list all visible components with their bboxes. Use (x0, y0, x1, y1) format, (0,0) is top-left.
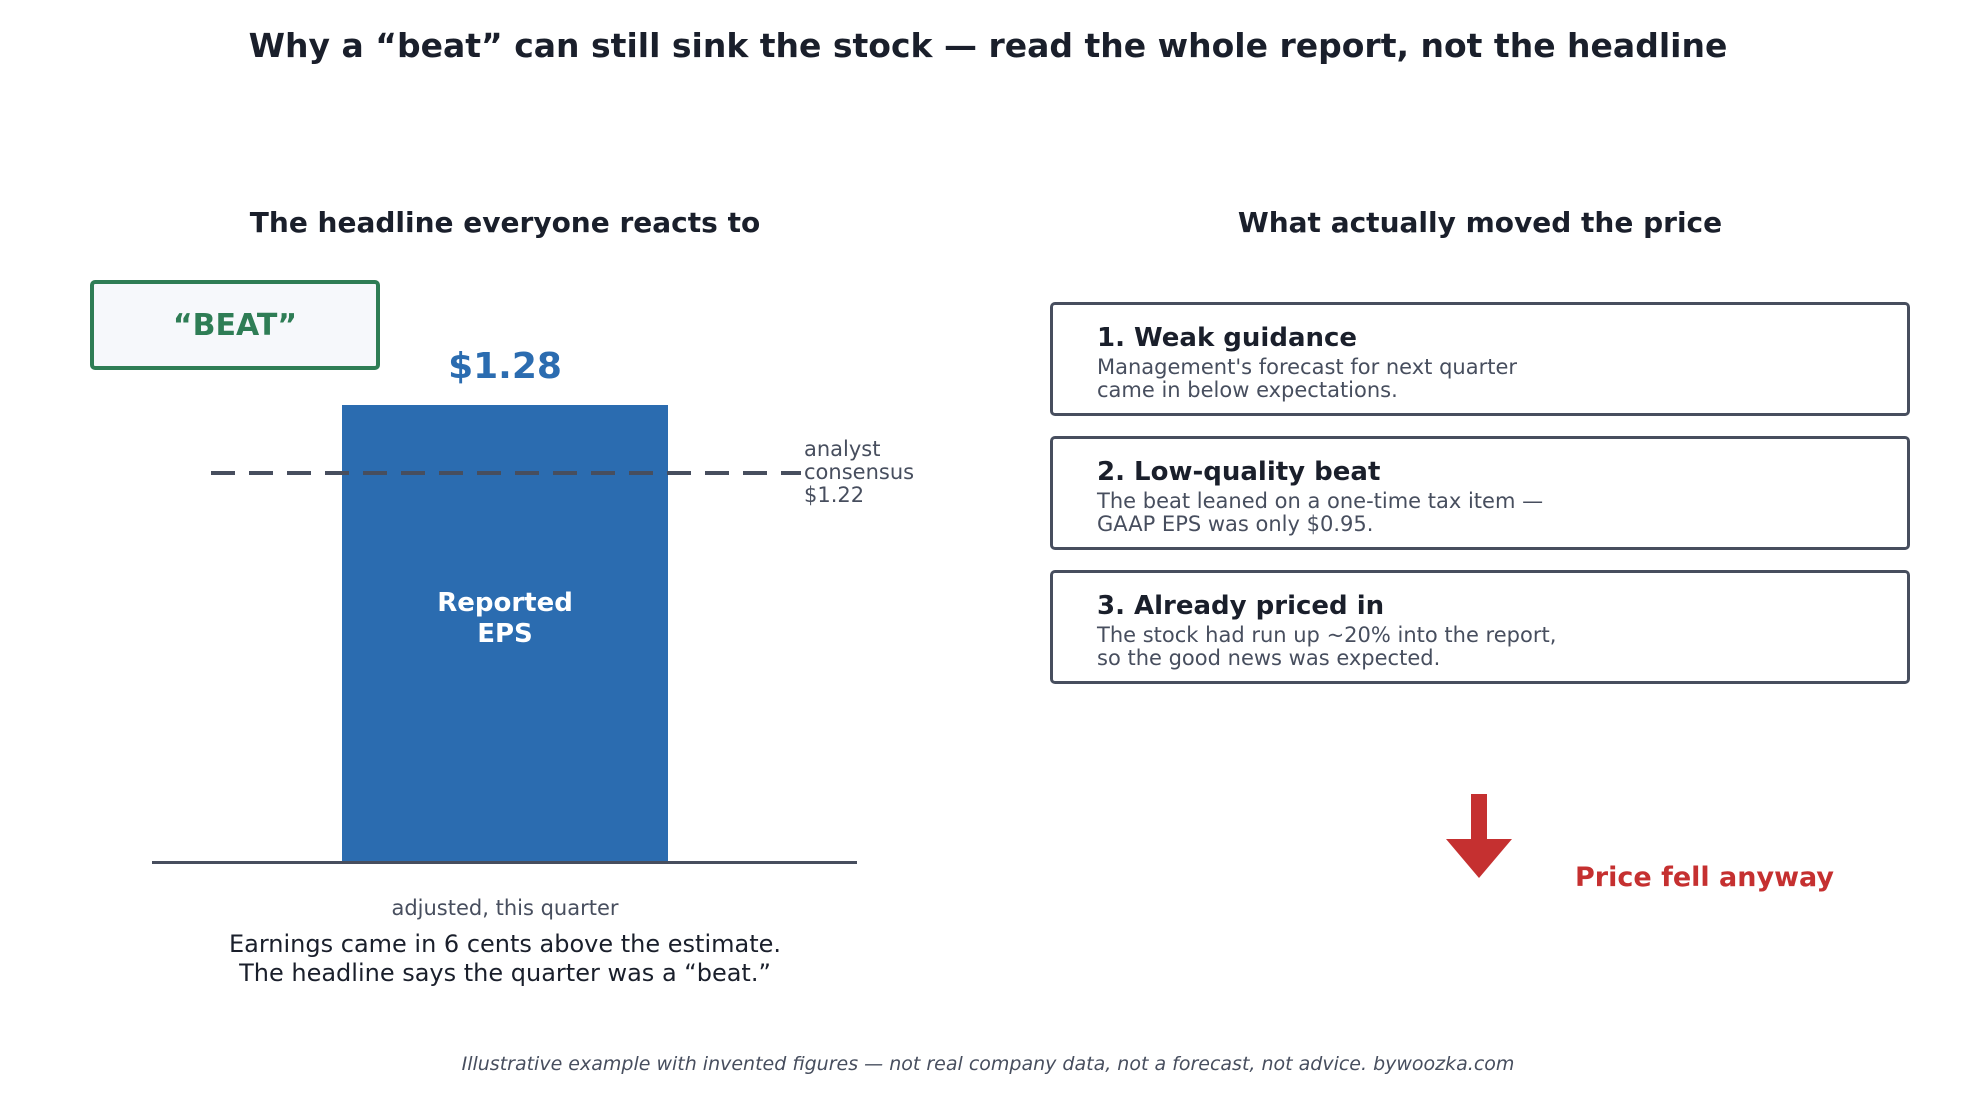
reported-eps-bar (342, 405, 668, 863)
left-panel-title: The headline everyone reacts to (249, 206, 761, 239)
beat-badge: “BEAT” (90, 280, 380, 370)
consensus-dashed-line (211, 471, 801, 475)
reason-body-line: The beat leaned on a one-time tax item — (1097, 489, 1544, 513)
reason-body-line: GAAP EPS was only $0.95. (1097, 512, 1374, 536)
reason-body-line: so the good news was expected. (1097, 646, 1441, 670)
reason-card-already-priced-in: 3. Already priced in The stock had run u… (1050, 570, 1910, 684)
footer-disclaimer: Illustrative example with invented figur… (461, 1053, 1515, 1075)
beat-badge-label: “BEAT” (172, 307, 298, 343)
reason-card-weak-guidance: 1. Weak guidance Management's forecast f… (1050, 302, 1910, 416)
consensus-label: analyst consensus $1.22 (804, 437, 915, 507)
summary-text: Earnings came in 6 cents above the estim… (0, 930, 1010, 988)
eps-value-label: $1.28 (448, 346, 562, 387)
reason-body-line: Management's forecast for next quarter (1097, 355, 1517, 379)
reason-card-low-quality-beat: 2. Low-quality beat The beat leaned on a… (1050, 436, 1910, 550)
page-title: Why a “beat” can still sink the stock — … (248, 26, 1728, 65)
reason-body: Management's forecast for next quarter c… (1097, 356, 1907, 402)
reported-eps-bar-label: Reported EPS (437, 588, 573, 649)
bar-caption: adjusted, this quarter (391, 896, 619, 920)
reason-body-line: came in below expectations. (1097, 378, 1398, 402)
reason-title: 1. Weak guidance (1097, 323, 1358, 353)
reason-body: The stock had run up ~20% into the repor… (1097, 624, 1907, 670)
summary-line-1: Earnings came in 6 cents above the estim… (228, 930, 782, 958)
down-arrow-icon (1446, 794, 1512, 878)
reason-body: The beat leaned on a one-time tax item —… (1097, 490, 1907, 536)
summary-line-2: The headline says the quarter was a “bea… (239, 959, 771, 987)
reason-body-line: The stock had run up ~20% into the repor… (1097, 623, 1557, 647)
reason-title: 2. Low-quality beat (1097, 457, 1381, 487)
right-panel-title: What actually moved the price (1237, 206, 1723, 239)
chart-baseline (152, 861, 857, 864)
price-fell-label: Price fell anyway (1575, 862, 1835, 893)
reason-title: 3. Already priced in (1097, 591, 1385, 621)
